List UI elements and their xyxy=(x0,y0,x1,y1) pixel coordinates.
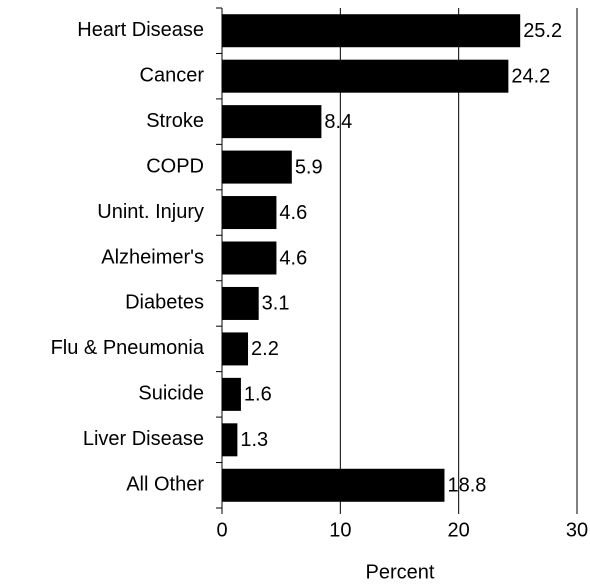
value-label: 2.2 xyxy=(251,338,279,360)
value-label: 24.2 xyxy=(511,65,550,87)
x-tick-label: 0 xyxy=(216,519,227,541)
y-tick-label: Alzheimer's xyxy=(101,246,204,268)
value-label: 4.6 xyxy=(279,247,307,269)
y-tick-label: Flu & Pneumonia xyxy=(51,337,205,359)
bar xyxy=(222,468,445,502)
y-tick-label: Stroke xyxy=(146,110,204,132)
x-tick-label: 30 xyxy=(566,519,588,541)
bar xyxy=(222,14,521,48)
value-label: 25.2 xyxy=(523,20,562,42)
y-tick-label: Unint. Injury xyxy=(97,201,204,223)
value-label: 18.8 xyxy=(447,475,486,497)
value-label: 1.6 xyxy=(244,384,272,406)
x-tick-label: 20 xyxy=(448,519,470,541)
y-tick-label: Liver Disease xyxy=(83,428,204,450)
bar xyxy=(222,59,509,93)
y-tick-label: Cancer xyxy=(140,64,205,86)
value-label: 3.1 xyxy=(262,293,290,315)
bar xyxy=(222,196,277,230)
bar xyxy=(222,241,277,275)
y-tick-label: COPD xyxy=(146,155,204,177)
x-tick-label: 10 xyxy=(329,519,351,541)
x-axis-label: Percent xyxy=(366,561,435,583)
y-tick-label: All Other xyxy=(126,474,204,496)
y-tick-label: Heart Disease xyxy=(77,19,204,41)
bar xyxy=(222,105,322,139)
value-label: 4.6 xyxy=(279,202,307,224)
y-tick-label: Suicide xyxy=(138,383,204,405)
bar xyxy=(222,423,238,457)
y-tick-label: Diabetes xyxy=(125,292,204,314)
bar xyxy=(222,150,292,184)
value-label: 5.9 xyxy=(295,156,323,178)
bar xyxy=(222,286,259,320)
bar xyxy=(222,332,249,366)
value-label: 8.4 xyxy=(324,111,352,133)
value-label: 1.3 xyxy=(240,429,268,451)
bar xyxy=(222,377,241,411)
